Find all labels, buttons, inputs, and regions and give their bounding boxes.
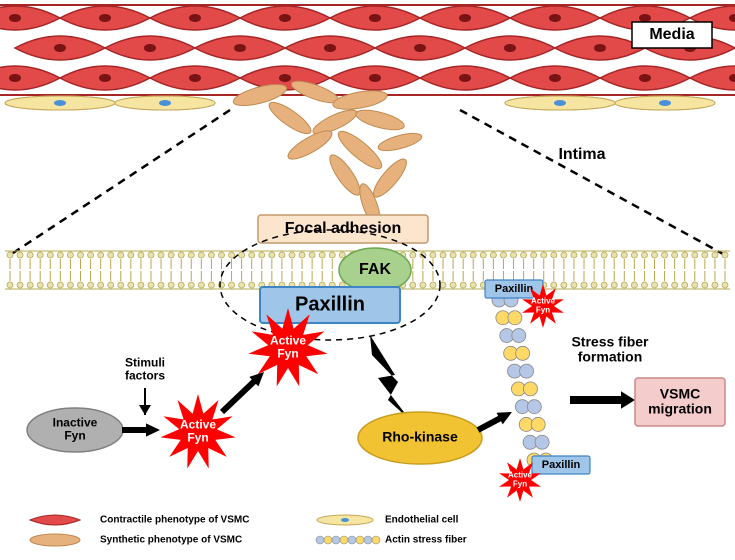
focal-adhesion-label: Focal adhesion (285, 220, 401, 237)
zoom-dash-left (10, 110, 230, 255)
arrow-rho-to-fiber (477, 412, 512, 433)
legend: Contractile phenotype of VSMC Synthetic p… (30, 515, 467, 546)
legend-endothelial: Endothelial cell (385, 515, 459, 526)
rho-kinase-label: Rho-kinase (382, 429, 458, 445)
arrow-inactive-to-active (122, 423, 160, 436)
arrow-fiber-to-migration (570, 391, 635, 409)
paxillin-big-label: Paxillin (295, 293, 365, 315)
stress-fiber-formation-label: Stress fiberformation (571, 333, 649, 364)
legend-actin: Actin stress fiber (385, 535, 467, 546)
arrow-active-to-complex (220, 372, 264, 414)
synthetic-cells (231, 77, 423, 229)
media-label: Media (649, 26, 694, 43)
zoom-dash-right (460, 110, 725, 255)
fak-label: FAK (359, 261, 391, 278)
svg-text:Paxillin: Paxillin (542, 459, 581, 471)
intima-label: Intima (558, 146, 605, 163)
svg-text:Paxillin: Paxillin (495, 283, 534, 295)
lightning-icon (370, 335, 410, 420)
stimuli-arrow (139, 388, 151, 415)
stimuli-label: Stimulifactors (125, 356, 165, 383)
legend-contractile: Contractile phenotype of VSMC (100, 515, 249, 526)
legend-synthetic: Synthetic phenotype of VSMC (100, 535, 242, 546)
media-layer (0, 5, 735, 95)
